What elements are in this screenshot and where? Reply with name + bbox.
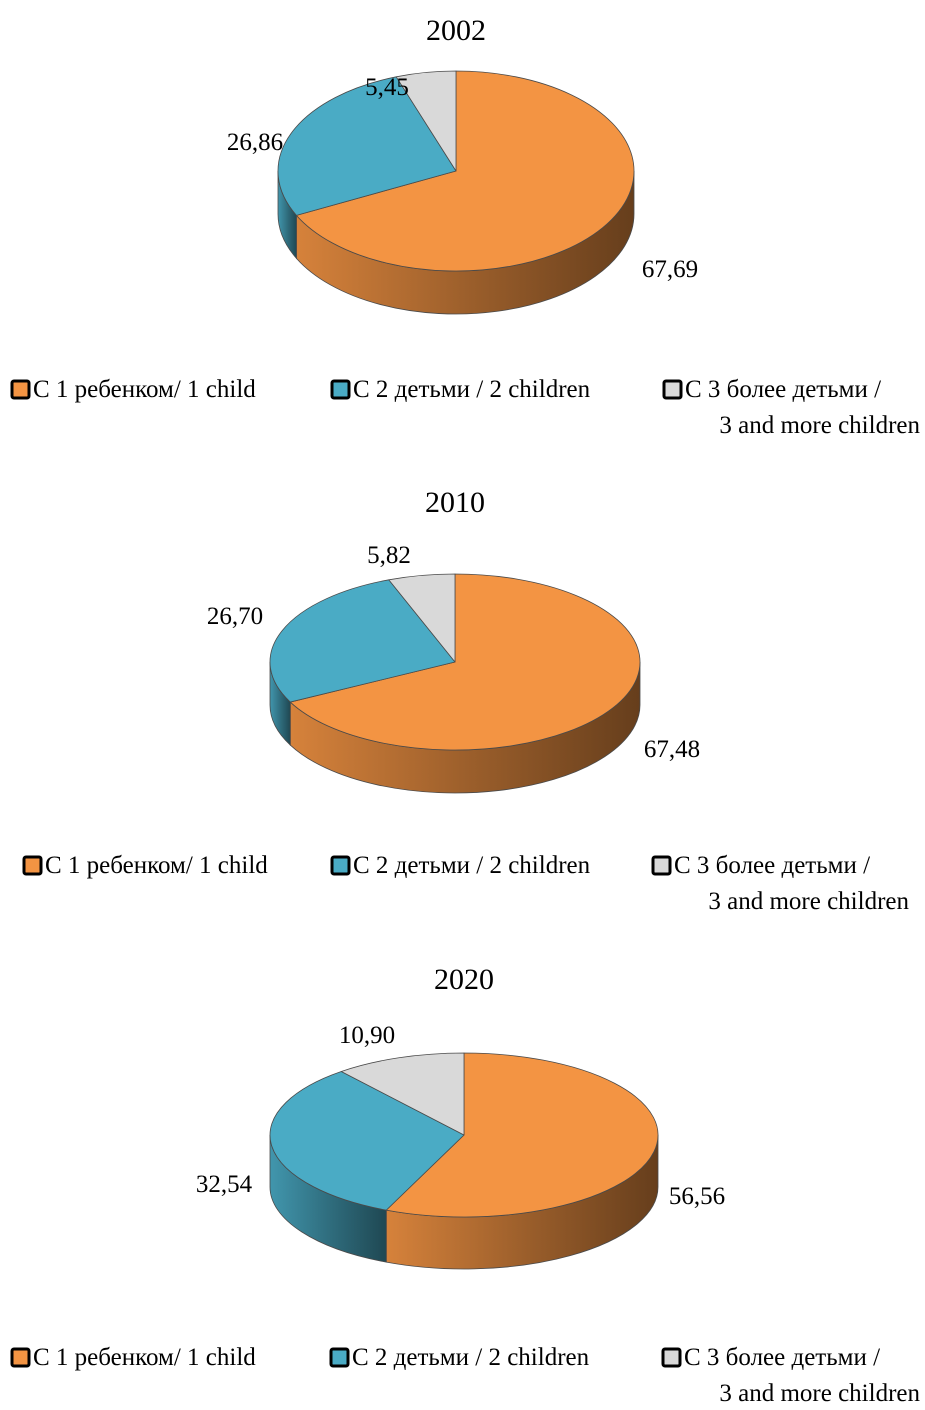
legend-label-1: С 2 детьми / 2 children <box>353 376 591 403</box>
pie-tops <box>277 70 635 272</box>
legend-swatch-2 <box>651 855 672 876</box>
pie-slice-2 <box>388 573 456 663</box>
pie-slice-0 <box>385 1052 659 1218</box>
pie-tops <box>269 573 641 751</box>
data-label-1: 26,70 <box>207 603 263 630</box>
legend-label-1: С 2 детьми / 2 children <box>353 852 591 879</box>
legend-label-2-line2: 3 and more children <box>708 888 909 915</box>
pie-slice-2 <box>340 1052 465 1136</box>
legend-swatch-0 <box>10 379 31 400</box>
data-label-0: 67,69 <box>642 256 698 283</box>
legend-label-2-line2: 3 and more children <box>719 1380 920 1405</box>
pie-slice-2 <box>395 70 457 172</box>
legend: С 1 ребенком/ 1 child С 2 детьми / 2 chil… <box>10 1344 920 1407</box>
chart-title: 2010 <box>425 486 485 519</box>
pie-slice-0 <box>296 70 635 272</box>
pie-slice-1 <box>269 1071 465 1211</box>
data-label-1: 26,86 <box>227 129 283 156</box>
data-label-2: 5,82 <box>367 542 411 569</box>
legend-label-2-line2: 3 and more children <box>719 412 920 439</box>
legend-label-2: С 3 более детьми / <box>685 376 881 403</box>
pie-slice-1 <box>277 76 457 216</box>
pie-slice-1 <box>269 579 456 703</box>
data-label-1: 32,54 <box>196 1171 253 1198</box>
legend-label-0: С 1 ребенком/ 1 child <box>33 1344 256 1371</box>
legend-label-2: С 3 более детьми / <box>674 852 870 879</box>
data-label-0: 67,48 <box>644 736 700 763</box>
legend-swatch-2 <box>661 1347 682 1368</box>
pie-slice-0 <box>289 573 641 751</box>
legend-swatch-1 <box>330 379 351 400</box>
data-label-2: 10,90 <box>339 1022 395 1049</box>
legend-swatch-1 <box>329 1347 350 1368</box>
legend-swatch-0 <box>10 1347 31 1368</box>
pie-tops <box>269 1052 659 1218</box>
data-label-0: 56,56 <box>669 1183 725 1210</box>
chart-title: 2020 <box>434 963 494 996</box>
legend-swatch-0 <box>22 855 43 876</box>
legend: С 1 ребенком/ 1 child С 2 детьми / 2 chil… <box>22 852 909 915</box>
data-label-2: 5,45 <box>365 74 409 101</box>
legend-label-2: С 3 более детьми / <box>684 1344 880 1371</box>
legend-swatch-2 <box>662 379 683 400</box>
chart-title: 2002 <box>426 14 486 47</box>
legend-label-0: С 1 ребенком/ 1 child <box>33 376 256 403</box>
pie-chart-2020: 2020 56,56 32,54 10,90 С 1 ребенком/ 1 child… <box>10 963 920 1407</box>
legend-label-0: С 1 ребенком/ 1 child <box>45 852 268 879</box>
legend: С 1 ребенком/ 1 child С 2 детьми / 2 chil… <box>10 376 920 439</box>
legend-swatch-1 <box>330 855 351 876</box>
legend-label-1: С 2 детьми / 2 children <box>352 1344 590 1371</box>
